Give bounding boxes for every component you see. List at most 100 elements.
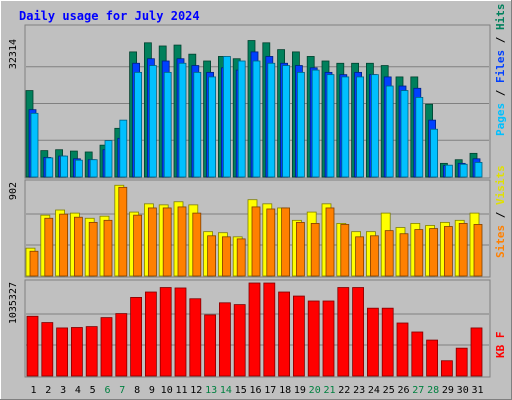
bar-kb <box>278 291 291 377</box>
bar-kb <box>470 327 483 377</box>
bar-sites <box>147 207 157 277</box>
legend-sites: Sites <box>494 225 507 258</box>
bar-kb <box>337 287 350 377</box>
bar-sites <box>266 208 276 277</box>
bar-kb <box>307 300 320 377</box>
x-tick-label: 28 <box>427 385 439 396</box>
bar-pages <box>208 76 217 178</box>
bar-sites <box>192 212 202 277</box>
x-tick-label: 5 <box>90 385 96 396</box>
bar-kb <box>144 291 157 377</box>
bar-kb <box>56 327 68 377</box>
x-tick-label: 23 <box>353 385 365 396</box>
bar-pages <box>400 90 409 178</box>
bar-kb <box>381 307 394 377</box>
bar-kb <box>233 304 246 377</box>
bar-sites <box>399 233 409 277</box>
bar-sites <box>384 230 394 277</box>
legend-hits-panel: Pages / Files / Hits <box>494 4 507 137</box>
x-tick-label: 16 <box>249 385 261 396</box>
bar-pages <box>444 164 453 178</box>
bar-sites <box>221 236 231 277</box>
bar-sites <box>251 206 261 277</box>
bar-pages <box>311 69 320 178</box>
x-tick-label: 30 <box>457 385 469 396</box>
bar-pages <box>459 163 468 178</box>
bar-kb <box>322 300 335 377</box>
bar-pages <box>356 76 365 178</box>
x-tick-label: 17 <box>264 385 276 396</box>
bar-sites <box>369 235 379 277</box>
bar-kb <box>366 307 379 377</box>
bar-pages <box>178 62 187 178</box>
bar-pages <box>60 155 68 178</box>
bar-kb <box>352 287 365 377</box>
bar-pages <box>119 119 128 178</box>
x-tick-label: 18 <box>279 385 291 396</box>
bar-sites <box>414 229 424 277</box>
legend-visits: Visits <box>494 165 507 205</box>
bar-pages <box>75 159 83 178</box>
bar-sites <box>29 250 39 277</box>
x-tick-label: 4 <box>75 385 81 396</box>
x-tick-label: 27 <box>412 385 424 396</box>
x-tick-label: 2 <box>45 385 51 396</box>
bar-pages <box>267 62 276 178</box>
bar-kb <box>411 331 424 377</box>
bar-sites <box>281 207 291 277</box>
bar-sites <box>133 214 143 277</box>
legend-visits-panel: Sites / Visits <box>494 165 507 258</box>
bar-sites <box>458 223 468 277</box>
bar-kb <box>189 298 202 377</box>
bar-kb <box>71 327 83 377</box>
bar-pages <box>104 140 113 178</box>
bar-sites <box>88 221 98 277</box>
bar-pages <box>370 74 379 178</box>
bar-kb <box>85 326 98 377</box>
bar-kb <box>263 282 276 377</box>
bar-pages <box>163 71 172 178</box>
bar-sites <box>310 223 320 277</box>
bar-kb <box>41 322 54 377</box>
bar-pages <box>193 71 202 178</box>
bar-sites <box>74 216 83 277</box>
ymax-label-kb: 1035327 <box>8 282 19 324</box>
bar-kb <box>159 287 172 377</box>
bar-pages <box>45 157 54 178</box>
x-tick-label: 29 <box>442 385 454 396</box>
legend-pages: Pages <box>494 103 507 136</box>
bar-pages <box>134 71 143 178</box>
x-tick-label: 3 <box>60 385 66 396</box>
bar-pages <box>341 76 350 178</box>
chart-title: Daily usage for July 2024 <box>19 9 200 23</box>
bar-pages <box>148 65 157 178</box>
bar-kb <box>426 339 439 377</box>
x-tick-label: 15 <box>235 385 247 396</box>
bar-sites <box>340 224 350 277</box>
bar-pages <box>222 56 231 178</box>
ymax-label-hits: 32314 <box>8 39 19 69</box>
bar-pages <box>296 71 305 178</box>
x-tick-label: 22 <box>338 385 350 396</box>
bar-pages <box>415 96 424 178</box>
x-tick-label: 31 <box>471 385 483 396</box>
bar-pages <box>326 74 335 178</box>
x-tick-label: 20 <box>309 385 321 396</box>
x-tick-label: 11 <box>175 385 187 396</box>
bar-kb <box>440 360 453 377</box>
bar-sites <box>473 224 483 277</box>
bar-kb <box>26 315 39 377</box>
bar-pages <box>430 128 439 178</box>
bar-sites <box>429 228 439 277</box>
bar-pages <box>474 162 483 178</box>
bar-pages <box>252 60 261 178</box>
bar-sites <box>59 213 68 277</box>
bar-kb <box>174 287 187 377</box>
bar-kb <box>455 347 468 377</box>
bar-sites <box>44 217 54 277</box>
x-tick-label: 14 <box>220 385 232 396</box>
bar-kb <box>396 322 409 377</box>
x-tick-label: 8 <box>134 385 140 396</box>
x-tick-label: 21 <box>323 385 335 396</box>
